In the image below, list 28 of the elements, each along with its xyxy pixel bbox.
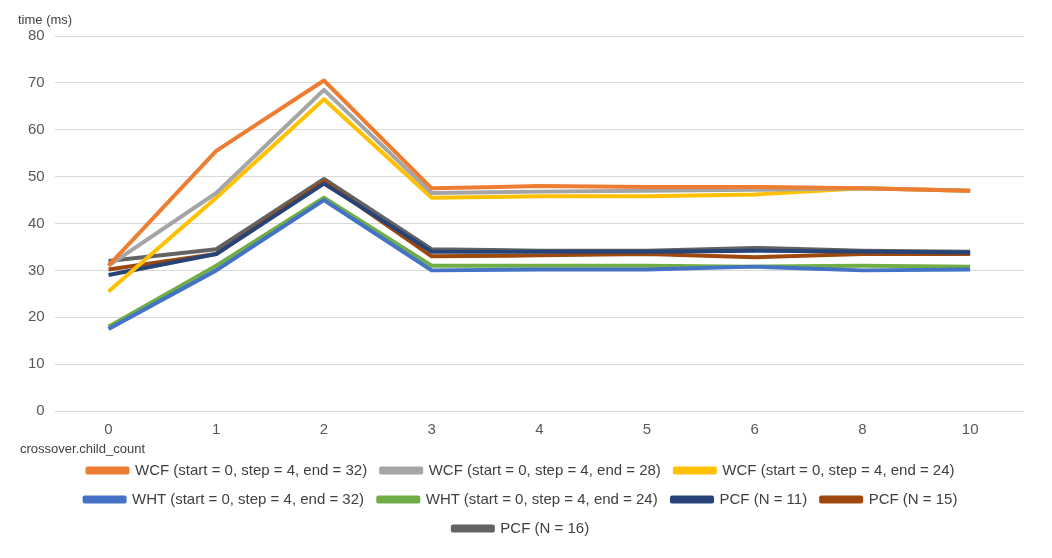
legend-label: WCF (start = 0, step = 4, end = 24) [722,460,955,478]
x-tick-label: 10 [961,420,979,438]
legend-label: WCF (start = 0, step = 4, end = 32) [134,460,368,478]
y-tick-label: 0 [36,401,45,419]
x-tick-label: 4 [535,420,544,438]
legend-label: WHT (start = 0, step = 4, end = 24) [425,489,658,507]
legend-label: PCF (N = 11) [719,489,808,507]
y-tick-label: 80 [28,26,45,44]
x-tick-label: 8 [858,420,867,438]
x-tick-label: 0 [104,420,113,438]
legend-label: PCF (N = 15) [868,489,958,507]
y-tick-label: 30 [28,260,45,278]
x-tick-label: 1 [212,420,221,438]
x-tick-label: 6 [750,420,759,438]
x-axis-title: crossover.child_count [20,441,146,456]
y-tick-label: 20 [28,307,45,325]
y-tick-label: 50 [28,166,45,184]
x-tick-label: 2 [319,420,329,438]
y-tick-label: 60 [28,119,45,137]
legend-label: WCF (start = 0, step = 4, end = 28) [428,460,661,478]
x-tick-label: 3 [427,420,436,438]
legend-label: PCF (N = 16) [500,518,590,536]
x-tick-label: 5 [642,420,652,438]
y-tick-label: 10 [28,354,45,372]
y-tick-label: 70 [28,73,45,91]
y-axis-title: time (ms) [18,12,73,27]
y-tick-label: 40 [28,213,45,231]
legend-label: WHT (start = 0, step = 4, end = 32) [132,489,365,507]
